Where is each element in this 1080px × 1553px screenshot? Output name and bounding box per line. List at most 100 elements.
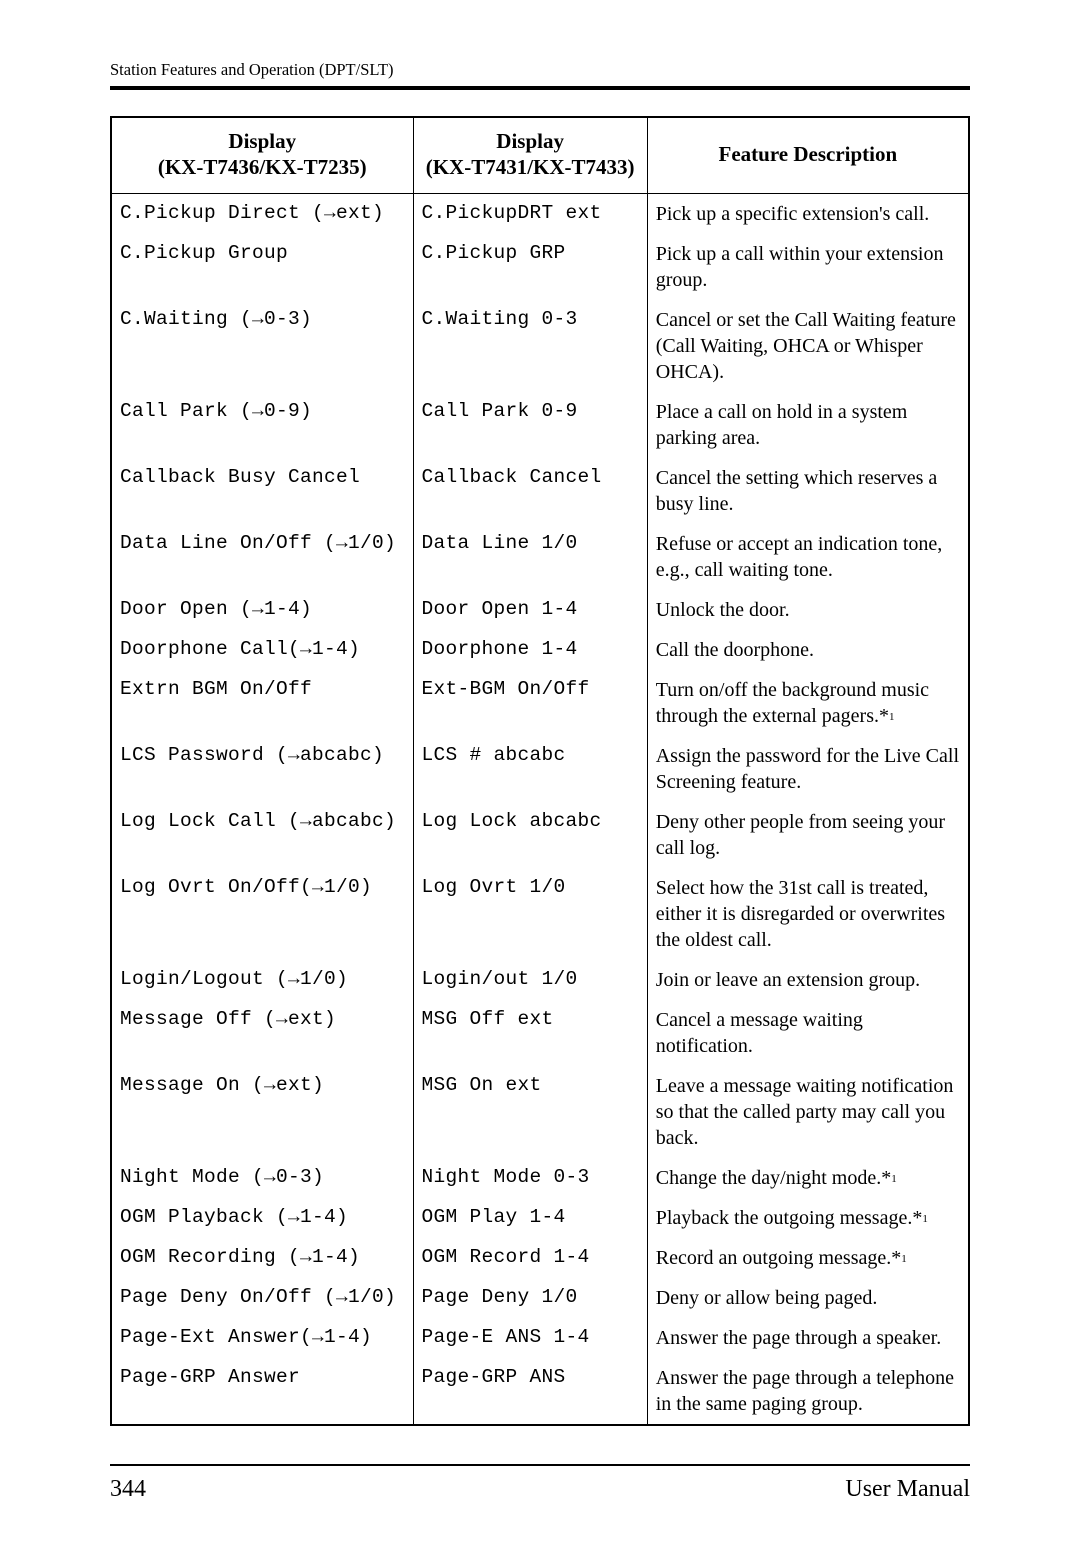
- display-large-cell: Page Deny On/Off (→1/0): [111, 1278, 413, 1318]
- description-cell: Record an outgoing message.*1: [647, 1238, 969, 1278]
- description-cell: Pick up a call within your extension gro…: [647, 234, 969, 300]
- header-rule: [110, 86, 970, 90]
- display-small-cell: MSG On ext: [413, 1066, 647, 1158]
- table-row: OGM Playback (→1-4)OGM Play 1-4Playback …: [111, 1198, 969, 1238]
- table-row: Night Mode (→0-3)Night Mode 0-3Change th…: [111, 1158, 969, 1198]
- description-cell: Call the doorphone.: [647, 630, 969, 670]
- section-header: Station Features and Operation (DPT/SLT): [110, 60, 970, 80]
- description-cell: Turn on/off the background music through…: [647, 670, 969, 736]
- header-line: Display: [496, 129, 564, 153]
- footer-rule: [110, 1464, 970, 1466]
- display-small-cell: C.Waiting 0-3: [413, 300, 647, 392]
- display-small-cell: Doorphone 1-4: [413, 630, 647, 670]
- display-large-cell: Log Lock Call (→abcabc): [111, 802, 413, 868]
- display-large-cell: C.Pickup Direct (→ext): [111, 193, 413, 234]
- header-line: Display: [228, 129, 296, 153]
- description-cell: Place a call on hold in a system parking…: [647, 392, 969, 458]
- table-row: Login/Logout (→1/0)Login/out 1/0Join or …: [111, 960, 969, 1000]
- display-small-cell: OGM Play 1-4: [413, 1198, 647, 1238]
- footnote-marker: 1: [922, 1213, 928, 1225]
- display-small-cell: LCS # abcabc: [413, 736, 647, 802]
- description-cell: Answer the page through a speaker.: [647, 1318, 969, 1358]
- document-page: Station Features and Operation (DPT/SLT)…: [0, 0, 1080, 1553]
- description-cell: Refuse or accept an indication tone, e.g…: [647, 524, 969, 590]
- table-row: Door Open (→1-4)Door Open 1-4Unlock the …: [111, 590, 969, 630]
- table-row: Message Off (→ext)MSG Off extCancel a me…: [111, 1000, 969, 1066]
- display-small-cell: Ext-BGM On/Off: [413, 670, 647, 736]
- display-large-cell: Night Mode (→0-3): [111, 1158, 413, 1198]
- display-small-cell: Page Deny 1/0: [413, 1278, 647, 1318]
- display-large-cell: Data Line On/Off (→1/0): [111, 524, 413, 590]
- display-large-cell: C.Pickup Group: [111, 234, 413, 300]
- footnote-marker: 1: [891, 1173, 897, 1185]
- footnote-marker: 1: [889, 711, 895, 723]
- description-cell: Deny other people from seeing your call …: [647, 802, 969, 868]
- display-large-cell: Callback Busy Cancel: [111, 458, 413, 524]
- display-small-cell: Door Open 1-4: [413, 590, 647, 630]
- display-large-cell: Message On (→ext): [111, 1066, 413, 1158]
- table-row: Log Lock Call (→abcabc)Log Lock abcabcDe…: [111, 802, 969, 868]
- display-large-cell: Message Off (→ext): [111, 1000, 413, 1066]
- table-row: C.Pickup Direct (→ext)C.PickupDRT extPic…: [111, 193, 969, 234]
- display-small-cell: Data Line 1/0: [413, 524, 647, 590]
- column-header-description: Feature Description: [647, 117, 969, 193]
- display-large-cell: Extrn BGM On/Off: [111, 670, 413, 736]
- display-large-cell: Page-GRP Answer: [111, 1358, 413, 1425]
- display-small-cell: Page-GRP ANS: [413, 1358, 647, 1425]
- description-cell: Pick up a specific extension's call.: [647, 193, 969, 234]
- table-row: Data Line On/Off (→1/0)Data Line 1/0Refu…: [111, 524, 969, 590]
- table-body: C.Pickup Direct (→ext)C.PickupDRT extPic…: [111, 193, 969, 1425]
- description-cell: Deny or allow being paged.: [647, 1278, 969, 1318]
- table-row: Log Ovrt On/Off(→1/0)Log Ovrt 1/0Select …: [111, 868, 969, 960]
- table-row: Doorphone Call(→1-4)Doorphone 1-4Call th…: [111, 630, 969, 670]
- footer-row: 344 User Manual: [110, 1476, 970, 1503]
- display-large-cell: Call Park (→0-9): [111, 392, 413, 458]
- table-row: Message On (→ext)MSG On extLeave a messa…: [111, 1066, 969, 1158]
- feature-table: Display (KX-T7436/KX-T7235) Display (KX-…: [110, 116, 970, 1426]
- footnote-marker: 1: [901, 1253, 907, 1265]
- display-large-cell: OGM Playback (→1-4): [111, 1198, 413, 1238]
- description-cell: Select how the 31st call is treated, eit…: [647, 868, 969, 960]
- description-cell: Cancel or set the Call Waiting feature (…: [647, 300, 969, 392]
- display-small-cell: C.PickupDRT ext: [413, 193, 647, 234]
- page-number: 344: [110, 1476, 146, 1503]
- display-small-cell: Call Park 0-9: [413, 392, 647, 458]
- table-header-row: Display (KX-T7436/KX-T7235) Display (KX-…: [111, 117, 969, 193]
- column-header-display2: Display (KX-T7431/KX-T7433): [413, 117, 647, 193]
- display-large-cell: Page-Ext Answer(→1-4): [111, 1318, 413, 1358]
- table-row: Page-Ext Answer(→1-4)Page-E ANS 1-4Answe…: [111, 1318, 969, 1358]
- description-cell: Answer the page through a telephone in t…: [647, 1358, 969, 1425]
- display-small-cell: Log Ovrt 1/0: [413, 868, 647, 960]
- display-small-cell: C.Pickup GRP: [413, 234, 647, 300]
- table-row: Page Deny On/Off (→1/0)Page Deny 1/0Deny…: [111, 1278, 969, 1318]
- table-row: Call Park (→0-9)Call Park 0-9Place a cal…: [111, 392, 969, 458]
- doc-title: User Manual: [845, 1476, 970, 1503]
- display-small-cell: OGM Record 1-4: [413, 1238, 647, 1278]
- display-large-cell: Door Open (→1-4): [111, 590, 413, 630]
- description-cell: Cancel a message waiting notification.: [647, 1000, 969, 1066]
- display-small-cell: Callback Cancel: [413, 458, 647, 524]
- display-small-cell: Login/out 1/0: [413, 960, 647, 1000]
- display-small-cell: Log Lock abcabc: [413, 802, 647, 868]
- display-large-cell: LCS Password (→abcabc): [111, 736, 413, 802]
- display-small-cell: MSG Off ext: [413, 1000, 647, 1066]
- table-row: LCS Password (→abcabc)LCS # abcabcAssign…: [111, 736, 969, 802]
- table-row: Page-GRP AnswerPage-GRP ANSAnswer the pa…: [111, 1358, 969, 1425]
- display-large-cell: Login/Logout (→1/0): [111, 960, 413, 1000]
- footer: 344 User Manual: [110, 1464, 970, 1503]
- header-line: (KX-T7431/KX-T7433): [426, 155, 635, 179]
- description-cell: Leave a message waiting notification so …: [647, 1066, 969, 1158]
- display-large-cell: OGM Recording (→1-4): [111, 1238, 413, 1278]
- display-large-cell: C.Waiting (→0-3): [111, 300, 413, 392]
- table-row: Callback Busy CancelCallback CancelCance…: [111, 458, 969, 524]
- description-cell: Change the day/night mode.*1: [647, 1158, 969, 1198]
- header-line: (KX-T7436/KX-T7235): [158, 155, 367, 179]
- table-row: C.Pickup GroupC.Pickup GRPPick up a call…: [111, 234, 969, 300]
- table-row: C.Waiting (→0-3)C.Waiting 0-3Cancel or s…: [111, 300, 969, 392]
- display-small-cell: Page-E ANS 1-4: [413, 1318, 647, 1358]
- description-cell: Unlock the door.: [647, 590, 969, 630]
- column-header-display1: Display (KX-T7436/KX-T7235): [111, 117, 413, 193]
- display-small-cell: Night Mode 0-3: [413, 1158, 647, 1198]
- description-cell: Playback the outgoing message.*1: [647, 1198, 969, 1238]
- display-large-cell: Doorphone Call(→1-4): [111, 630, 413, 670]
